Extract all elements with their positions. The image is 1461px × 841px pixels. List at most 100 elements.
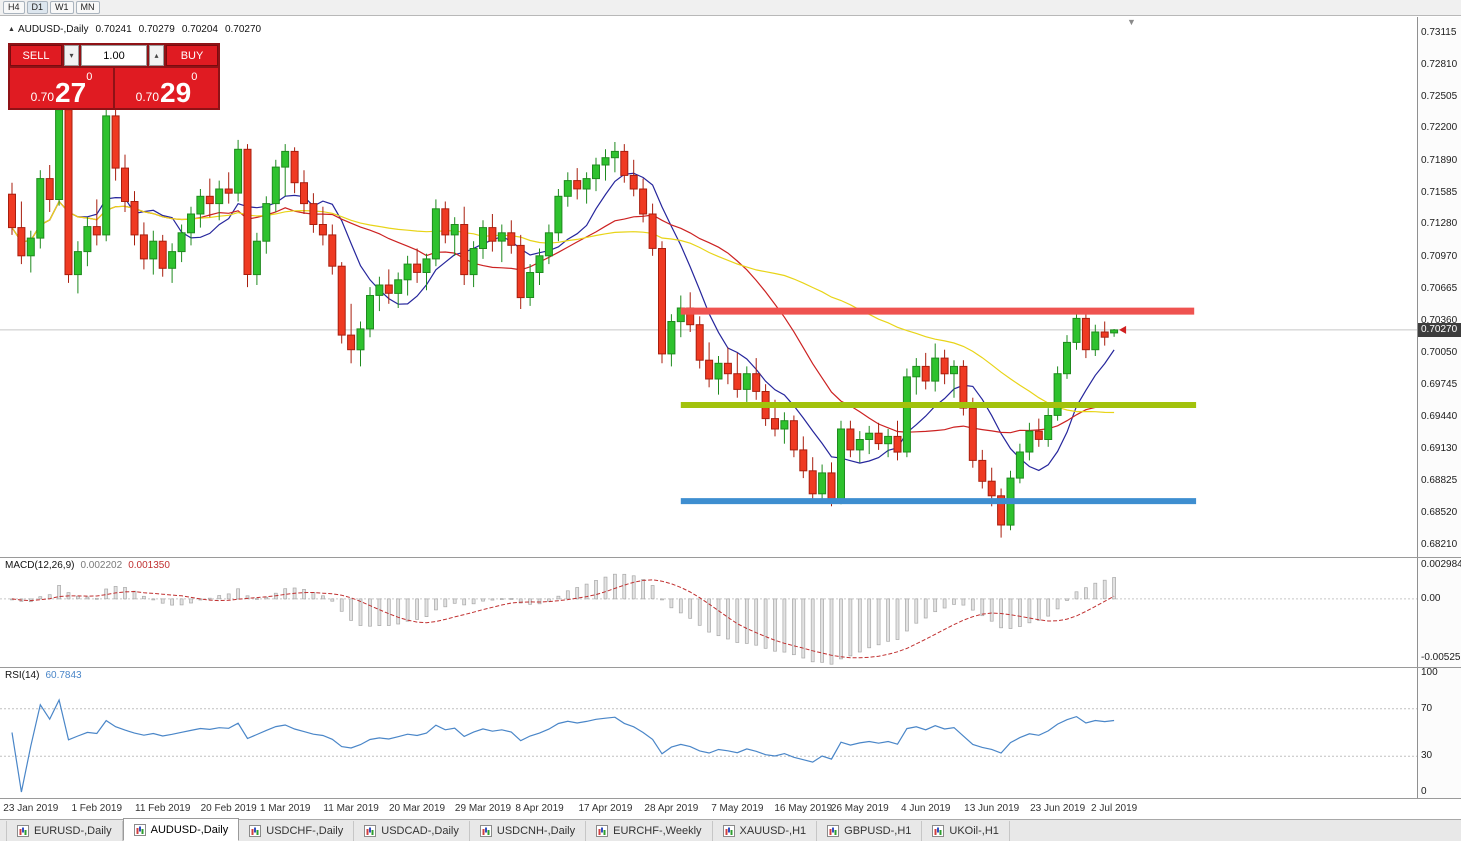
chart-icon [17, 825, 29, 837]
date-label: 1 Mar 2019 [259, 803, 311, 814]
date-label: 26 May 2019 [830, 803, 889, 814]
price-tick: 0.69440 [1421, 410, 1458, 422]
date-label: 4 Jun 2019 [900, 803, 951, 814]
tab-usdcnh[interactable]: USDCNH-,Daily [470, 821, 587, 841]
tab-label: USDCAD-,Daily [381, 825, 459, 837]
date-label: 8 Apr 2019 [515, 803, 564, 814]
symbol-marker-icon: ▲ [8, 26, 15, 33]
buy-button[interactable]: BUY [166, 45, 218, 66]
tab-eurusd[interactable]: EURUSD-,Daily [6, 821, 123, 841]
price-tick: 0.72200 [1421, 122, 1458, 134]
one-click-price-row: 0.70 27 0 0.70 29 0 [10, 68, 218, 108]
macd-axis-tick: 0.00 [1421, 592, 1441, 604]
tab-label: USDCNH-,Daily [496, 825, 576, 837]
tab-label: XAUUSD-,H1 [739, 825, 807, 837]
date-axis[interactable]: 23 Jan 2019 1 Feb 2019 11 Feb 2019 20 Feb 2… [0, 799, 1461, 819]
tab-gbpusd[interactable]: GBPUSD-,H1 [817, 821, 923, 841]
bid-price-pipette: 0 [86, 71, 93, 83]
tab-ukoil[interactable]: UKOil-,H1 [922, 821, 1010, 841]
macd-axis-tick: -0.00525 [1421, 652, 1461, 664]
bid-price-display[interactable]: 0.70 27 0 [10, 68, 113, 108]
macd-signal-value: 0.001350 [128, 560, 170, 571]
rsi-axis-tick: 0 [1421, 786, 1427, 797]
price-tick: 0.71280 [1421, 218, 1458, 230]
rsi-value: 60.7843 [45, 670, 82, 681]
chart-symbol-label: AUDUSD-,Daily [17, 24, 89, 35]
rsi-axis-tick: 30 [1421, 750, 1433, 762]
timeframe-button-d1[interactable]: D1 [26, 1, 49, 14]
tab-label: AUDUSD-,Daily [150, 823, 229, 836]
chart-icon [932, 825, 945, 837]
ask-price-big-digits: 29 [160, 77, 192, 109]
chart-icon [249, 825, 262, 837]
price-tick: 0.69745 [1421, 378, 1458, 390]
date-label: 11 Mar 2019 [323, 803, 379, 814]
date-label: 20 Mar 2019 [388, 803, 446, 814]
macd-rsi-separator[interactable] [0, 667, 1461, 668]
open-value: 0.70241 [95, 24, 132, 35]
ask-price-display[interactable]: 0.70 29 0 [115, 68, 218, 108]
date-label: 20 Feb 2019 [200, 803, 257, 814]
sell-button[interactable]: SELL [10, 45, 62, 66]
price-tick: 0.69130 [1421, 442, 1458, 454]
chevron-up-icon: ▴ [154, 51, 159, 60]
chart-icon [827, 825, 840, 837]
date-label: 16 May 2019 [774, 803, 833, 814]
price-tick: 0.70665 [1421, 282, 1458, 294]
tab-audusd[interactable]: AUDUSD-,Daily [122, 818, 240, 841]
volume-input[interactable] [81, 45, 147, 66]
ask-price-prefix: 0.70 [135, 90, 160, 104]
volume-decrease-button[interactable]: ▾ [64, 45, 79, 66]
date-label: 23 Jan 2019 [3, 803, 59, 814]
price-tick: 0.70360 [1421, 314, 1458, 326]
tab-usdcad[interactable]: USDCAD-,Daily [354, 821, 470, 841]
tab-eurchf[interactable]: EURCHF-,Weekly [586, 821, 713, 841]
bid-price-prefix: 0.70 [30, 90, 55, 104]
price-tick: 0.68210 [1421, 538, 1458, 550]
main-macd-separator[interactable] [0, 557, 1461, 558]
chart-icon [133, 823, 146, 836]
macd-value: 0.002202 [80, 560, 123, 571]
price-tick: 0.68520 [1421, 506, 1458, 518]
price-tick: 0.71890 [1421, 154, 1458, 166]
tab-bar: EURUSD-,Daily AUDUSD-,Daily USDCHF-,Daily U… [0, 818, 1461, 841]
price-tick: 0.71585 [1421, 186, 1458, 198]
macd-indicator-label: MACD(12,26,9) 0.002202 0.001350 [5, 560, 170, 571]
date-label: 17 Apr 2019 [578, 803, 633, 814]
price-axis[interactable]: 0.73115 0.72810 0.72505 0.72200 0.71890 0.715… [1417, 17, 1461, 799]
date-label: 2 Jul 2019 [1091, 803, 1138, 814]
volume-increase-button[interactable]: ▴ [149, 45, 164, 66]
tab-usdchf[interactable]: USDCHF-,Daily [239, 821, 355, 841]
timeframe-button-h4[interactable]: H4 [3, 1, 25, 14]
chart-canvas[interactable] [0, 0, 1417, 799]
rsi-name: RSI(14) [5, 670, 40, 681]
price-chart[interactable] [0, 0, 1417, 799]
top-toolbar: H4 D1 W1 MN [0, 0, 1461, 16]
chart-shift-marker-icon[interactable]: ▼ [1127, 17, 1136, 27]
price-tick: 0.70050 [1421, 346, 1458, 358]
current-price-badge: 0.70270 [1418, 322, 1461, 337]
price-tick: 0.70970 [1421, 250, 1458, 262]
timeframe-button-mn[interactable]: MN [75, 1, 100, 14]
ask-price-pipette: 0 [191, 71, 198, 83]
tab-label: USDCHF-,Daily [266, 825, 344, 837]
date-label: 7 May 2019 [711, 803, 764, 814]
tab-label: EURUSD-,Daily [34, 825, 112, 837]
macd-name: MACD(12,26,9) [5, 560, 75, 571]
rsi-dates-separator [0, 798, 1461, 799]
one-click-order-row: SELL ▾ ▴ BUY [10, 45, 218, 66]
price-tick: 0.72505 [1421, 90, 1458, 102]
date-label: 28 Apr 2019 [644, 803, 699, 814]
macd-axis-tick: 0.002984 [1421, 558, 1461, 570]
bid-price-big-digits: 27 [55, 77, 87, 109]
chevron-down-icon: ▾ [69, 51, 74, 60]
high-value: 0.70279 [138, 24, 175, 35]
chart-ohlc-info: ▲ AUDUSD-,Daily 0.70241 0.70279 0.70204 0.702… [8, 24, 268, 35]
close-value: 0.70270 [224, 24, 262, 35]
tab-xauusd[interactable]: XAUUSD-,H1 [713, 821, 818, 841]
rsi-axis-tick: 100 [1421, 667, 1438, 678]
low-value: 0.70204 [181, 24, 218, 35]
timeframe-button-w1[interactable]: W1 [50, 1, 74, 14]
tab-label: EURCHF-,Weekly [613, 825, 702, 837]
